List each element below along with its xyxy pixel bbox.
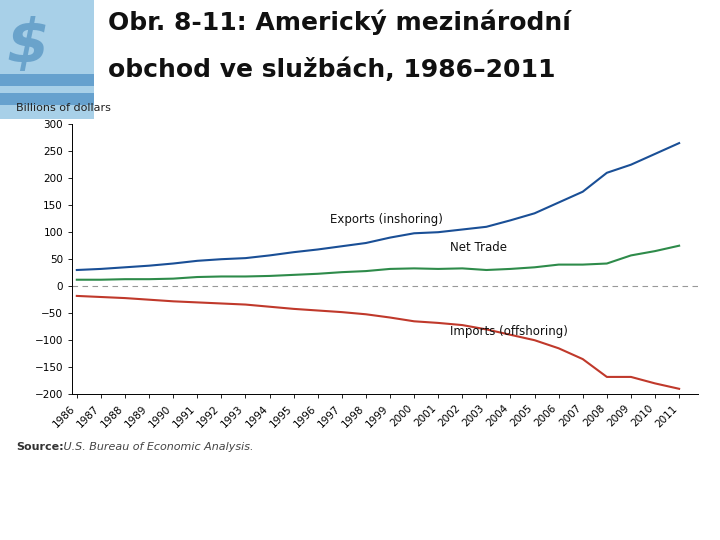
Text: Billions of dollars: Billions of dollars: [16, 103, 110, 113]
FancyBboxPatch shape: [0, 0, 94, 119]
FancyBboxPatch shape: [0, 73, 94, 85]
Text: obchod ve službách, 1986–2011: obchod ve službách, 1986–2011: [108, 57, 556, 82]
Text: Obr. 8-11: Americký mezinárodní: Obr. 8-11: Americký mezinárodní: [108, 10, 571, 35]
Text: Copyright ©2015 Pearson Education, Inc. All rights reserved.: Copyright ©2015 Pearson Education, Inc. …: [16, 504, 314, 514]
Text: U.S. Bureau of Economic Analysis.: U.S. Bureau of Economic Analysis.: [60, 442, 254, 452]
Text: Imports (offshoring): Imports (offshoring): [450, 325, 568, 338]
Text: 8-47: 8-47: [678, 504, 702, 514]
Text: Exports (inshoring): Exports (inshoring): [330, 213, 443, 226]
Text: Net Trade: Net Trade: [450, 241, 508, 254]
FancyBboxPatch shape: [0, 93, 94, 105]
Text: $: $: [6, 16, 49, 75]
Text: Source:: Source:: [16, 442, 63, 452]
